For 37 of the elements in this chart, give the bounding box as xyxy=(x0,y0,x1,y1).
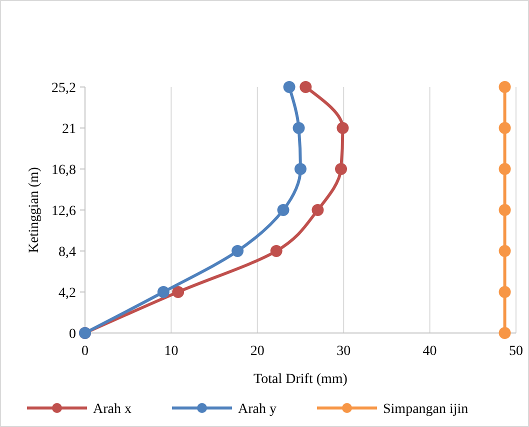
point xyxy=(498,163,511,175)
point xyxy=(294,163,306,175)
point xyxy=(172,286,184,298)
legend-label: Arah x xyxy=(93,402,132,417)
point xyxy=(157,286,170,298)
x-tick-label: 40 xyxy=(422,344,437,359)
point xyxy=(498,245,511,257)
x-axis-title: Total Drift (mm) xyxy=(254,372,348,387)
point xyxy=(232,245,244,257)
y-tick-label: 8,4 xyxy=(58,244,76,260)
y-tick-label: 12,6 xyxy=(52,204,76,219)
point xyxy=(498,81,511,93)
x-tick-label: 10 xyxy=(164,344,178,359)
point xyxy=(283,81,296,93)
point xyxy=(300,81,312,93)
y-tick-label: 0 xyxy=(69,326,76,342)
x-tick-label: 0 xyxy=(82,344,88,359)
y-tick-label: 4,2 xyxy=(58,286,76,301)
point xyxy=(277,204,290,216)
point xyxy=(498,286,511,298)
point xyxy=(498,122,511,134)
y-tick-label: 16,8 xyxy=(52,162,76,178)
point xyxy=(498,327,511,339)
legend-label: Simpangan ijin xyxy=(383,402,468,417)
point xyxy=(498,204,511,216)
point xyxy=(336,122,349,134)
y-tick-label: 21 xyxy=(62,122,76,137)
point xyxy=(312,204,324,216)
point xyxy=(270,245,282,257)
point xyxy=(292,122,305,134)
y-axis-title: Ketinggian (m) xyxy=(27,166,42,253)
point xyxy=(335,163,348,175)
x-tick-label: 50 xyxy=(509,344,523,359)
y-tick-label: 25,2 xyxy=(52,80,76,96)
x-tick-label: 30 xyxy=(336,344,351,359)
legend-label: Arah y xyxy=(238,402,276,417)
x-tick-label: 20 xyxy=(250,344,264,359)
